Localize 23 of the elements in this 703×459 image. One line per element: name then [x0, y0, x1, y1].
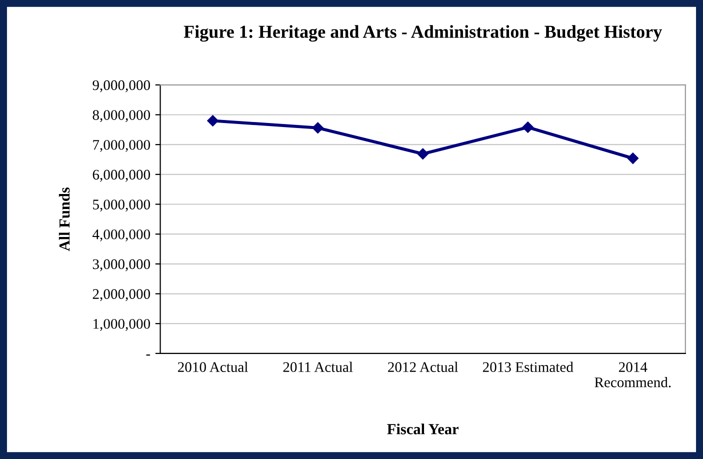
x-tick-label: 2014 Recommend. [594, 362, 671, 388]
x-tick-label: 2010 Actual [178, 362, 248, 372]
y-tick-label: 5,000,000 [93, 200, 150, 212]
y-tick-label: 8,000,000 [92, 110, 150, 122]
x-tick-label: 2013 Estimated [482, 362, 574, 372]
x-tick-label: 2012 Actual [388, 362, 458, 372]
x-tick-label: 2011 Actual [283, 362, 353, 372]
point [627, 152, 639, 164]
y-tick-label: 2,000,000 [92, 289, 150, 302]
point [312, 122, 324, 134]
y-tick-label: 7,000,000 [93, 140, 150, 152]
point [417, 148, 428, 160]
point [522, 122, 534, 133]
y-tick-label: 9,000,000 [92, 80, 150, 92]
y-axis-title: All Funds [58, 187, 70, 252]
y-tick-label: 6,000,000 [92, 170, 150, 182]
y-tick-label: 4,000,000 [92, 229, 150, 242]
point [207, 115, 218, 126]
chart-title: Figure 1: Heritage and Arts - Administration - Budget History [184, 25, 662, 42]
x-axis-title: Fiscal Year [387, 424, 459, 434]
y-tick-label: 1,000,000 [94, 318, 150, 331]
y-tick-label: - [146, 354, 150, 356]
y-tick-label: 3,000,000 [92, 259, 150, 272]
